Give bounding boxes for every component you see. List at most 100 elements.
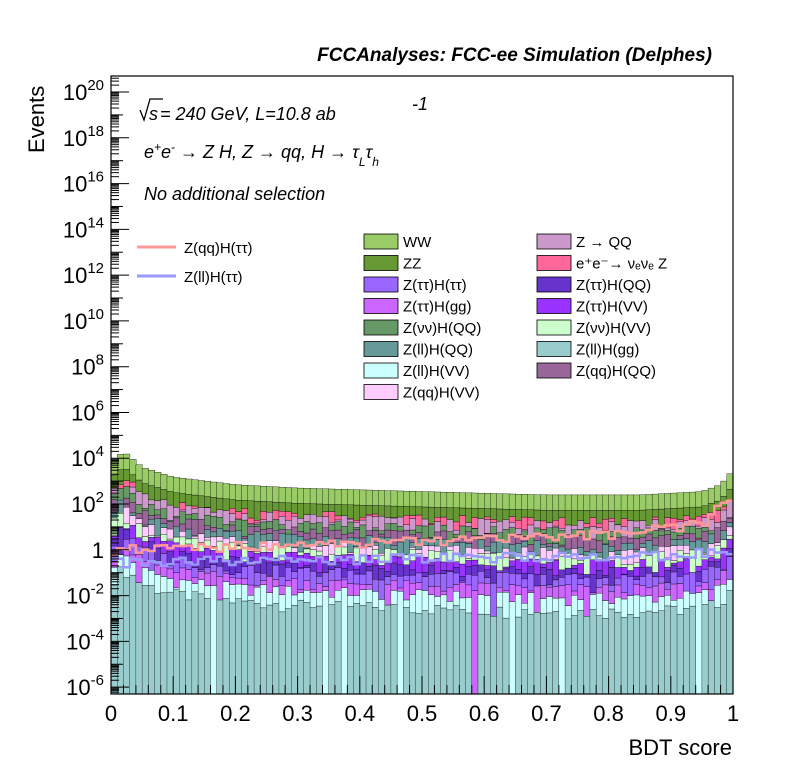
stack-bin-bar (235, 512, 242, 519)
stack-bin-bar (546, 510, 553, 522)
stack-bin-bar (472, 529, 479, 536)
stack-bin-bar (354, 522, 361, 527)
figure-header: FCCAnalyses: FCC-ee Simulation (Delphes) (317, 45, 712, 66)
stack-bin-bar (142, 585, 149, 694)
stack-bin-bar (590, 593, 597, 595)
stack-bin-bar (186, 494, 193, 506)
y-tick-label: 102 (71, 489, 104, 517)
stack-bin-bar (254, 523, 261, 524)
stack-bin-bar (192, 536, 199, 538)
stack-bin-bar (534, 612, 541, 694)
stack-bin-bar (173, 590, 180, 694)
stack-bin-bar (397, 591, 404, 694)
stack-bin-bar (260, 486, 267, 501)
stack-bin-bar (372, 517, 379, 528)
x-tick-label: 0.8 (593, 701, 624, 726)
stack-bin-bar (677, 508, 684, 520)
stack-bin-bar (310, 529, 317, 539)
stack-bin-bar (683, 508, 690, 516)
stack-bin-bar (509, 558, 516, 561)
stack-bin-bar (559, 528, 566, 530)
stack-bin-bar (509, 602, 516, 694)
stack-bin-bar (671, 600, 678, 606)
stack-bin-bar (385, 605, 392, 694)
stack-bin-bar (223, 499, 230, 511)
stack-bin-bar (235, 550, 242, 558)
stack-bin-bar (578, 521, 585, 530)
stack-bin-bar (217, 600, 224, 694)
stack-bin-bar (204, 586, 211, 598)
luminosity-text: = 240 GeV, L=10.8 ab (160, 104, 336, 124)
stack-bin-bar (279, 503, 286, 512)
stack-bin-bar (459, 508, 466, 516)
legend-label: ZZ (403, 256, 421, 273)
stack-bin-bar (229, 585, 236, 603)
stack-bin-bar (304, 565, 311, 568)
y-axis-title: Events (24, 86, 49, 153)
stack-bin-bar (428, 587, 435, 595)
stack-bin-bar (640, 613, 647, 694)
stack-bin-bar (559, 547, 566, 552)
stack-bin-bar (279, 511, 286, 516)
stack-bin-bar (453, 605, 460, 694)
stack-bin-bar (291, 563, 298, 572)
stack-bin-bar (714, 580, 721, 585)
stack-bin-bar (155, 593, 162, 694)
stack-bin-bar (416, 549, 423, 553)
stack-bin-bar (198, 594, 205, 694)
stack-bin-bar (640, 537, 647, 543)
stack-bin-bar (559, 570, 566, 578)
stack-bin-bar (217, 510, 224, 517)
stack-bin-bar (559, 598, 566, 694)
stack-bin-bar (198, 519, 205, 533)
stack-bin-bar (578, 495, 585, 510)
stack-bin-bar (696, 492, 703, 507)
stack-bin-bar (223, 571, 230, 573)
stack-bin-bar (322, 528, 329, 536)
stack-bin-bar (335, 489, 342, 504)
stack-bin-bar (279, 612, 286, 694)
stack-bin-bar (584, 616, 591, 694)
stack-bin-bar (434, 546, 441, 551)
stack-bin-bar (316, 523, 323, 534)
stack-bin-bar (273, 531, 280, 541)
stack-bin-bar (155, 488, 162, 501)
stack-bin-bar (633, 576, 640, 580)
stack-bin-bar (596, 587, 603, 593)
stack-bin-bar (298, 593, 305, 601)
stack-bin-bar (335, 516, 342, 520)
stack-bin-bar (304, 590, 311, 602)
stack-bin-bar (553, 560, 560, 576)
stack-bin-bar (646, 534, 653, 541)
stack-bin-bar (142, 510, 149, 525)
stack-bin-bar (509, 573, 516, 584)
stack-bin-bar (689, 606, 696, 694)
stack-bin-bar (267, 487, 274, 502)
stack-bin-bar (522, 494, 529, 509)
stack-bin-bar (142, 527, 149, 537)
stack-bin-bar (447, 601, 454, 609)
stack-bin-bar (447, 508, 454, 520)
stack-bin-bar (721, 569, 728, 570)
stack-bin-bar (658, 577, 665, 583)
stack-bin-bar (633, 510, 640, 521)
stack-bin-bar (640, 576, 647, 585)
stack-bin-bar (316, 551, 323, 556)
stack-bin-bar (142, 537, 149, 542)
stack-bin-bar (341, 568, 348, 577)
stack-bin-bar (671, 508, 678, 518)
stack-bin-bar (397, 576, 404, 588)
stack-bin-bar (609, 604, 616, 609)
stack-bin-bar (453, 591, 460, 605)
stack-bin-bar (347, 552, 354, 554)
stack-bin-bar (584, 495, 591, 510)
stack-bin-bar (173, 518, 180, 526)
stack-bin-bar (615, 597, 622, 612)
stack-bin-bar (665, 571, 672, 583)
stack-bin-bar (565, 525, 572, 535)
stack-bin-bar (696, 581, 703, 586)
stack-bin-bar (484, 578, 491, 584)
stack-bin-bar (652, 509, 659, 517)
stack-bin-bar (198, 580, 205, 594)
stack-bin-bar (155, 472, 162, 487)
